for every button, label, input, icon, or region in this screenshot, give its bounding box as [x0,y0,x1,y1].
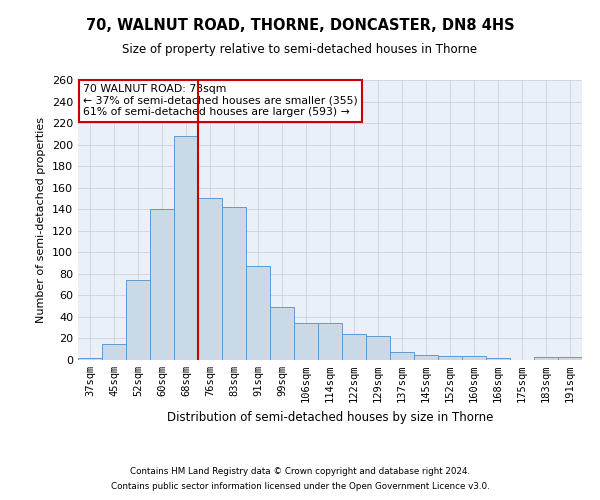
Bar [342,334,366,360]
Text: Size of property relative to semi-detached houses in Thorne: Size of property relative to semi-detach… [122,42,478,56]
Bar [102,344,126,360]
Bar [414,354,438,360]
Bar [246,266,270,360]
Bar [558,357,582,360]
Text: Contains public sector information licensed under the Open Government Licence v3: Contains public sector information licen… [110,482,490,491]
Bar [294,324,318,360]
Text: Contains HM Land Registry data © Crown copyright and database right 2024.: Contains HM Land Registry data © Crown c… [130,467,470,476]
Bar [390,352,414,360]
Bar [366,336,390,360]
X-axis label: Distribution of semi-detached houses by size in Thorne: Distribution of semi-detached houses by … [167,410,493,424]
Bar [150,209,174,360]
Bar [270,307,294,360]
Y-axis label: Number of semi-detached properties: Number of semi-detached properties [37,117,46,323]
Bar [198,198,222,360]
Text: 70 WALNUT ROAD: 73sqm
← 37% of semi-detached houses are smaller (355)
61% of sem: 70 WALNUT ROAD: 73sqm ← 37% of semi-deta… [83,84,358,117]
Bar [534,357,558,360]
Bar [486,358,510,360]
Bar [126,280,150,360]
Text: 70, WALNUT ROAD, THORNE, DONCASTER, DN8 4HS: 70, WALNUT ROAD, THORNE, DONCASTER, DN8 … [86,18,514,32]
Bar [318,324,342,360]
Bar [222,207,246,360]
Bar [78,358,102,360]
Bar [174,136,198,360]
Bar [438,356,462,360]
Bar [462,356,486,360]
